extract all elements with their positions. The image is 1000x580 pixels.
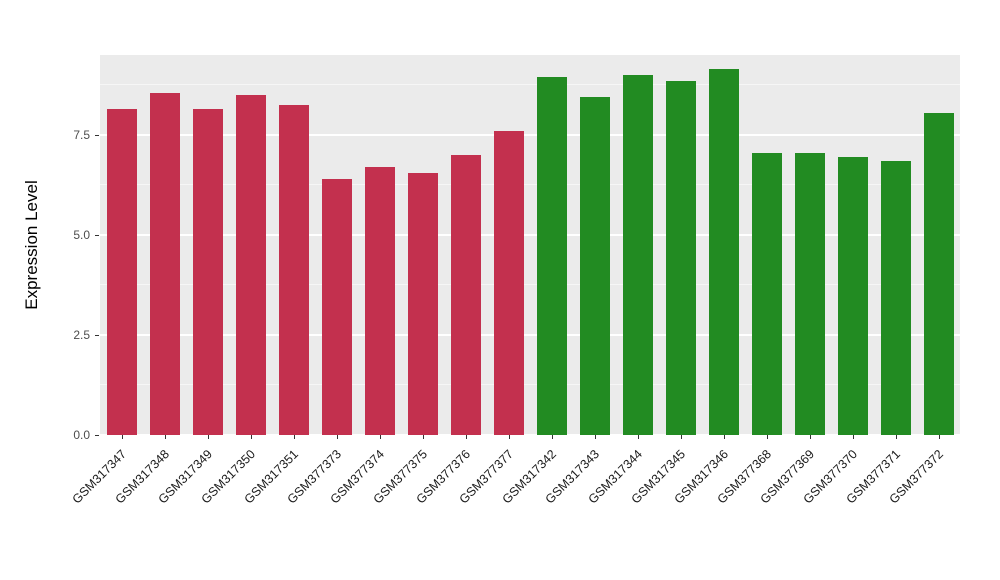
- x-tick-mark: [594, 435, 596, 439]
- y-tick-mark: [95, 435, 99, 436]
- y-tick-label: 7.5: [73, 128, 90, 142]
- x-axis-labels: GSM317347 GSM317348 GSM317349 GSM317350 GSM3…: [70, 443, 960, 563]
- gridline-minor: [100, 284, 960, 285]
- bar: [493, 131, 524, 435]
- bar: [407, 173, 438, 435]
- x-tick-mark: [637, 435, 639, 439]
- x-tick-mark: [164, 435, 166, 439]
- bar: [665, 81, 696, 435]
- bar: [149, 93, 180, 435]
- y-tick-mark: [95, 335, 99, 336]
- x-tick-mark: [465, 435, 467, 439]
- x-tick-mark: [938, 435, 940, 439]
- bar: [450, 155, 481, 435]
- gridline-major: [100, 434, 960, 436]
- bar: [192, 109, 223, 435]
- gridline-minor: [100, 384, 960, 385]
- gridline-major: [100, 334, 960, 336]
- bar: [923, 113, 954, 435]
- x-tick-mark: [121, 435, 123, 439]
- bar: [536, 77, 567, 435]
- bar: [106, 109, 137, 435]
- y-tick-mark: [95, 135, 99, 136]
- x-tick-mark: [551, 435, 553, 439]
- y-tick-label: 2.5: [73, 328, 90, 342]
- x-tick-mark: [336, 435, 338, 439]
- y-tick-mark: [95, 235, 99, 236]
- x-tick-mark: [379, 435, 381, 439]
- x-tick-mark: [508, 435, 510, 439]
- x-tick-mark: [723, 435, 725, 439]
- bar: [364, 167, 395, 435]
- gridline-minor: [100, 84, 960, 85]
- x-tick-mark: [680, 435, 682, 439]
- x-tick-mark: [250, 435, 252, 439]
- bar: [708, 69, 739, 435]
- bar: [579, 97, 610, 435]
- bar: [622, 75, 653, 435]
- x-tick-mark: [207, 435, 209, 439]
- gridline-major: [100, 234, 960, 236]
- gridline-minor: [100, 184, 960, 185]
- bar: [235, 95, 266, 435]
- bar: [837, 157, 868, 435]
- y-tick-label: 0.0: [73, 428, 90, 442]
- bar: [278, 105, 309, 435]
- x-tick-mark: [852, 435, 854, 439]
- gridline-major: [100, 134, 960, 136]
- bar: [751, 153, 782, 435]
- y-axis-title: Expression Level: [22, 180, 41, 310]
- chart-panel: [100, 55, 960, 436]
- x-tick-mark: [895, 435, 897, 439]
- x-tick-mark: [293, 435, 295, 439]
- bar: [880, 161, 911, 435]
- bar: [794, 153, 825, 435]
- y-tick-label: 5.0: [73, 228, 90, 242]
- x-tick-mark: [809, 435, 811, 439]
- x-tick-mark: [766, 435, 768, 439]
- bar: [321, 179, 352, 435]
- x-tick-mark: [422, 435, 424, 439]
